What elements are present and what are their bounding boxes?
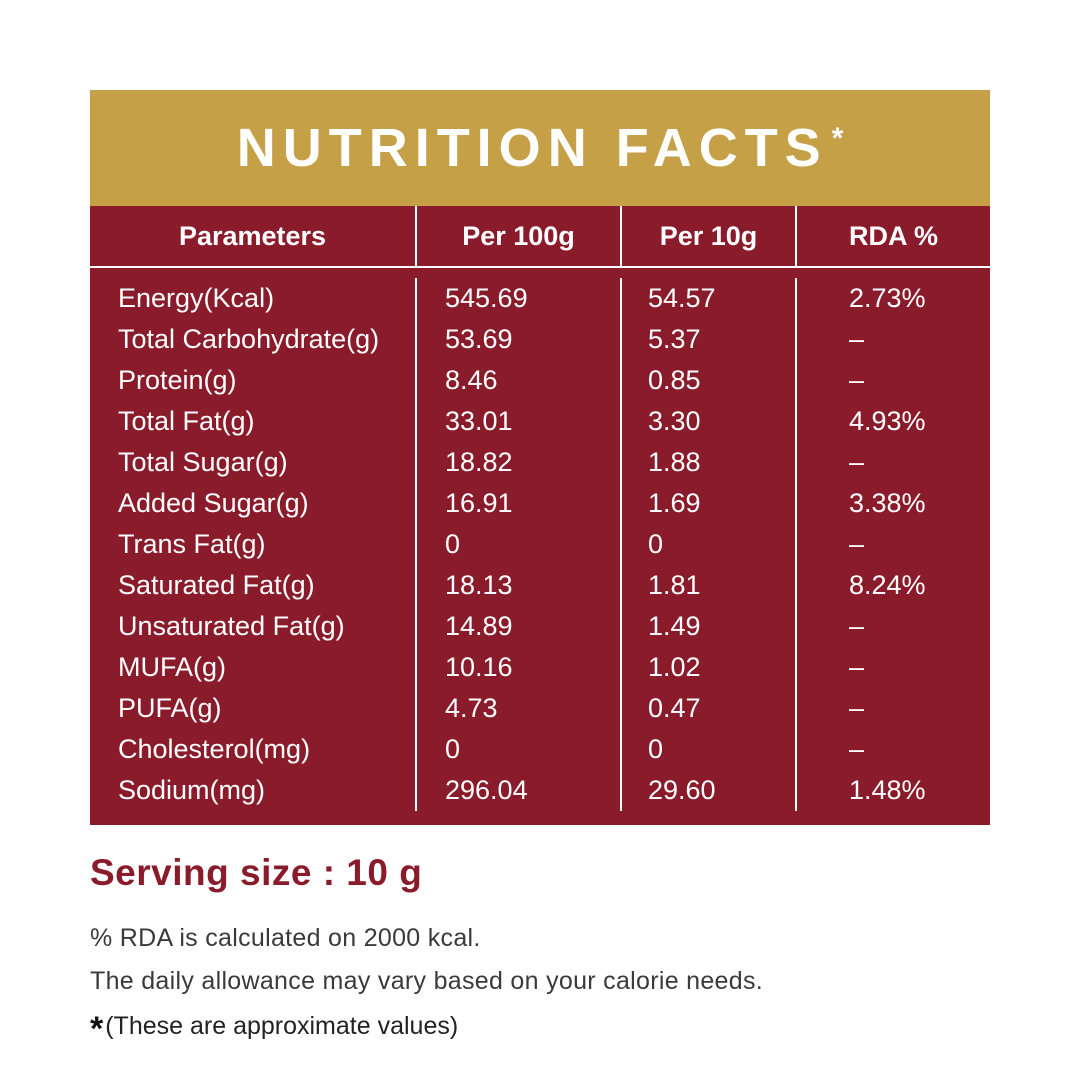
cell-rda: 3.38% <box>795 483 990 524</box>
cell-rda: – <box>795 688 990 729</box>
cell-per10g: 1.02 <box>620 647 795 688</box>
cell-per100g: 18.82 <box>415 442 620 483</box>
cell-per10g: 1.81 <box>620 565 795 606</box>
column-header-per10g: Per 10g <box>620 206 795 266</box>
table-row: Total Fat(g) 33.01 3.30 4.93% <box>90 401 990 442</box>
cell-per10g: 54.57 <box>620 278 795 319</box>
footer-notes: Serving size : 10 g % RDA is calculated … <box>90 852 990 1046</box>
cell-per100g: 0 <box>415 729 620 770</box>
cell-parameter: Saturated Fat(g) <box>118 570 315 600</box>
cell-per10g: 0.47 <box>620 688 795 729</box>
table-row: Trans Fat(g) 0 0 – <box>90 524 990 565</box>
table-row: PUFA(g) 4.73 0.47 – <box>90 688 990 729</box>
approximate-values-note: * (These are approximate values) <box>90 1012 990 1046</box>
cell-rda: – <box>795 360 990 401</box>
table-row: Sodium(mg) 296.04 29.60 1.48% <box>90 770 990 811</box>
cell-per10g: 0 <box>620 729 795 770</box>
nutrition-table: Parameters Per 100g Per 10g RDA % Energy… <box>90 206 990 825</box>
cell-parameter: Total Carbohydrate(g) <box>118 324 380 354</box>
approx-note-asterisk: * <box>90 1010 104 1048</box>
column-header-per100g: Per 100g <box>415 206 620 266</box>
table-row: Energy(Kcal) 545.69 54.57 2.73% <box>90 278 990 319</box>
table-row: Added Sugar(g) 16.91 1.69 3.38% <box>90 483 990 524</box>
cell-rda: – <box>795 442 990 483</box>
cell-per100g: 53.69 <box>415 319 620 360</box>
serving-size-text: Serving size : 10 g <box>90 852 423 893</box>
column-header-rda: RDA % <box>795 206 990 266</box>
cell-per10g: 0.85 <box>620 360 795 401</box>
title-bar: NUTRITION FACTS * <box>90 90 990 206</box>
cell-per10g: 29.60 <box>620 770 795 811</box>
cell-parameter: PUFA(g) <box>118 693 222 723</box>
approx-note-text: (These are approximate values) <box>105 1012 459 1040</box>
table-row: MUFA(g) 10.16 1.02 – <box>90 647 990 688</box>
cell-per100g: 33.01 <box>415 401 620 442</box>
title-asterisk: * <box>831 122 844 155</box>
title-text: NUTRITION FACTS <box>236 118 828 178</box>
cell-per10g: 5.37 <box>620 319 795 360</box>
cell-per100g: 0 <box>415 524 620 565</box>
cell-per100g: 16.91 <box>415 483 620 524</box>
cell-per100g: 10.16 <box>415 647 620 688</box>
cell-per100g: 14.89 <box>415 606 620 647</box>
table-row: Cholesterol(mg) 0 0 – <box>90 729 990 770</box>
allowance-note: The daily allowance may vary based on yo… <box>90 967 764 995</box>
table-header-row: Parameters Per 100g Per 10g RDA % <box>90 206 990 268</box>
cell-rda: 2.73% <box>795 278 990 319</box>
cell-per10g: 0 <box>620 524 795 565</box>
cell-parameter: Unsaturated Fat(g) <box>118 611 345 641</box>
cell-parameter: Total Sugar(g) <box>118 447 288 477</box>
table-row: Saturated Fat(g) 18.13 1.81 8.24% <box>90 565 990 606</box>
cell-parameter: Sodium(mg) <box>118 775 266 805</box>
column-header-parameters: Parameters <box>178 220 327 251</box>
cell-rda: – <box>795 606 990 647</box>
cell-per10g: 1.88 <box>620 442 795 483</box>
cell-parameter: Trans Fat(g) <box>118 529 266 559</box>
table-row: Unsaturated Fat(g) 14.89 1.49 – <box>90 606 990 647</box>
cell-per100g: 18.13 <box>415 565 620 606</box>
nutrition-label: NUTRITION FACTS * Parameters Per 100g Per… <box>90 90 990 825</box>
cell-per100g: 545.69 <box>415 278 620 319</box>
cell-per100g: 296.04 <box>415 770 620 811</box>
cell-per10g: 1.69 <box>620 483 795 524</box>
cell-rda: – <box>795 319 990 360</box>
table-body: Energy(Kcal) 545.69 54.57 2.73% Total Ca… <box>90 268 990 825</box>
cell-rda: 4.93% <box>795 401 990 442</box>
cell-parameter: Energy(Kcal) <box>118 283 275 313</box>
cell-parameter: MUFA(g) <box>118 652 226 682</box>
table-row: Protein(g) 8.46 0.85 – <box>90 360 990 401</box>
cell-per10g: 3.30 <box>620 401 795 442</box>
table-row: Total Carbohydrate(g) 53.69 5.37 – <box>90 319 990 360</box>
cell-parameter: Protein(g) <box>118 365 237 395</box>
table-row: Total Sugar(g) 18.82 1.88 – <box>90 442 990 483</box>
page-title: NUTRITION FACTS * <box>237 117 844 179</box>
cell-rda: 1.48% <box>795 770 990 811</box>
cell-parameter: Cholesterol(mg) <box>118 734 311 764</box>
cell-per10g: 1.49 <box>620 606 795 647</box>
rda-note: % RDA is calculated on 2000 kcal. <box>90 924 481 952</box>
cell-rda: 8.24% <box>795 565 990 606</box>
cell-rda: – <box>795 729 990 770</box>
cell-per100g: 4.73 <box>415 688 620 729</box>
cell-parameter: Total Fat(g) <box>118 406 255 436</box>
cell-rda: – <box>795 647 990 688</box>
cell-per100g: 8.46 <box>415 360 620 401</box>
cell-parameter: Added Sugar(g) <box>118 488 309 518</box>
cell-rda: – <box>795 524 990 565</box>
